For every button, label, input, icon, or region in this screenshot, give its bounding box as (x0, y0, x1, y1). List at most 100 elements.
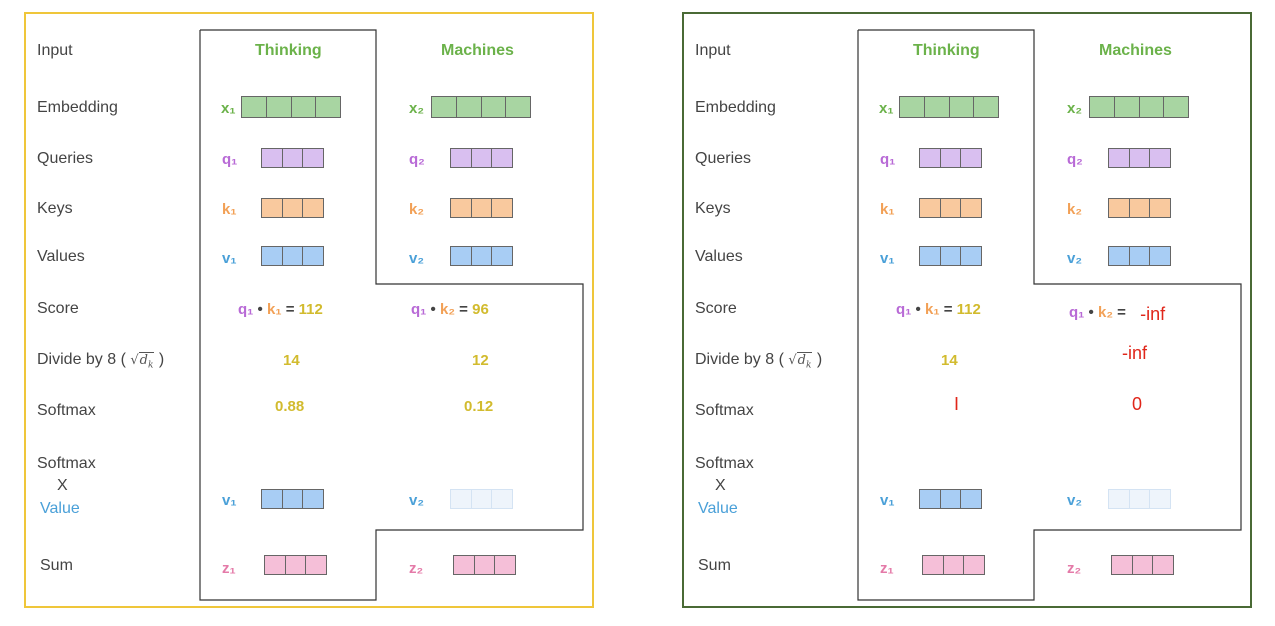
score2-value: -inf (1140, 304, 1166, 324)
k1-vector (919, 198, 982, 218)
k2-vector (1108, 198, 1171, 218)
v2-label: v₂ (1067, 250, 1083, 267)
softmax-value-2: 0.12 (464, 398, 494, 415)
z2-vector (1111, 555, 1174, 575)
q2-vector (1108, 148, 1171, 168)
score-q1: q₁ (1069, 304, 1085, 321)
sqrt-dk-formula: √dk (130, 352, 155, 371)
q1-label: q₁ (880, 151, 896, 168)
score-equals: = (459, 301, 468, 318)
score-dot: • (257, 301, 263, 318)
score-q1: q₁ (896, 301, 912, 318)
v2-weighted-vector (1108, 489, 1171, 509)
right-panel-masked-attention: Input Embedding Queries Keys Values Scor… (682, 12, 1252, 608)
score-k2: k₂ (1097, 304, 1113, 321)
score2-value: 96 (472, 301, 489, 318)
score-dot: • (430, 301, 436, 318)
softmax-value-1: 0.88 (275, 398, 305, 415)
score-equals: = (943, 301, 953, 318)
word-machines: Machines (1099, 42, 1172, 59)
v2-vector (450, 246, 513, 266)
x1-label: x₁ (879, 100, 894, 117)
v2-label: v₂ (409, 250, 425, 267)
sqrt-sign: √ (130, 353, 139, 368)
score1-value: 112 (298, 301, 323, 318)
row-label-input: Input (37, 42, 73, 59)
row-label-score: Score (695, 300, 737, 317)
score-q1-k1: q₁ • k₁ = 112 (238, 301, 323, 318)
z1-vector (922, 555, 985, 575)
row-label-divide: Divide by 8 ( √dk ) (37, 351, 164, 371)
v2-vector (1108, 246, 1171, 266)
row-label-softmax-x-value-value: Value (698, 500, 738, 517)
word-thinking: Thinking (913, 42, 980, 59)
v1-label: v₁ (880, 250, 895, 267)
v1-label: v₁ (222, 250, 237, 267)
dk-symbol: d (797, 353, 806, 368)
v1-weighted-vector (261, 489, 324, 509)
row-label-softmax: Softmax (695, 402, 754, 419)
v2-weighted-label: v₂ (1067, 492, 1083, 509)
v1-weighted-label: v₁ (222, 492, 237, 509)
z1-vector (264, 555, 327, 575)
divide-value-1: 14 (283, 352, 300, 369)
word-thinking: Thinking (255, 42, 322, 59)
q1-vector (261, 148, 324, 168)
row-label-input: Input (695, 42, 731, 59)
row-label-softmax-x-value-x: X (57, 477, 68, 494)
sqrt-dk-formula: √dk (788, 352, 813, 371)
k2-vector (450, 198, 513, 218)
dk-radicand: dk (138, 352, 155, 371)
left-panel-unmasked-attention: Input Embedding Queries Keys Values Scor… (24, 12, 594, 608)
q2-label: q₂ (1067, 151, 1083, 168)
q1-vector (919, 148, 982, 168)
softmax-value-1: I (954, 394, 960, 414)
divide-text: Divide by 8 ( (695, 351, 784, 368)
row-label-embedding: Embedding (695, 99, 776, 116)
row-label-values: Values (695, 248, 743, 265)
row-label-score: Score (37, 300, 79, 317)
q2-label: q₂ (409, 151, 425, 168)
k1-label: k₁ (222, 201, 237, 218)
v2-weighted-vector (450, 489, 513, 509)
z2-label: z₂ (409, 560, 424, 577)
score-q1: q₁ (411, 301, 427, 318)
divide-close-paren: ) (158, 351, 165, 368)
k2-label: k₂ (1067, 201, 1083, 218)
softmax-value-2: 0 (1132, 394, 1143, 414)
row-label-values: Values (37, 248, 85, 265)
z2-vector (453, 555, 516, 575)
divide-value-1: 14 (941, 352, 958, 369)
score-q1-k2: q₁ • k₂ = -inf (1069, 301, 1166, 324)
v1-weighted-label: v₁ (880, 492, 895, 509)
k1-vector (261, 198, 324, 218)
x2-vector (1089, 96, 1189, 118)
row-label-embedding: Embedding (37, 99, 118, 116)
divide-value-2: -inf (1122, 343, 1148, 363)
dk-subscript: k (806, 360, 812, 371)
row-label-softmax-x-value-1: Softmax (695, 455, 754, 472)
score-equals: = (285, 301, 295, 318)
dk-symbol: d (139, 353, 148, 368)
q2-vector (450, 148, 513, 168)
k2-label: k₂ (409, 201, 425, 218)
v2-weighted-label: v₂ (409, 492, 425, 509)
row-label-keys: Keys (695, 200, 731, 217)
score-dot: • (1088, 304, 1094, 321)
divide-close-paren: ) (816, 351, 823, 368)
score-q1-k1: q₁ • k₁ = 112 (896, 301, 981, 318)
row-label-queries: Queries (37, 150, 94, 167)
sqrt-sign: √ (788, 353, 797, 368)
row-label-softmax: Softmax (37, 402, 96, 419)
score-equals: = (1117, 304, 1126, 321)
q1-label: q₁ (222, 151, 238, 168)
v1-vector (919, 246, 982, 266)
x2-vector (431, 96, 531, 118)
score-q1: q₁ (238, 301, 254, 318)
z1-label: z₁ (222, 560, 236, 577)
row-label-sum: Sum (40, 557, 73, 574)
word-machines: Machines (441, 42, 514, 59)
divide-text: Divide by 8 ( (37, 351, 126, 368)
row-label-softmax-x-value-value: Value (40, 500, 80, 517)
row-label-softmax-x-value-x: X (715, 477, 726, 494)
